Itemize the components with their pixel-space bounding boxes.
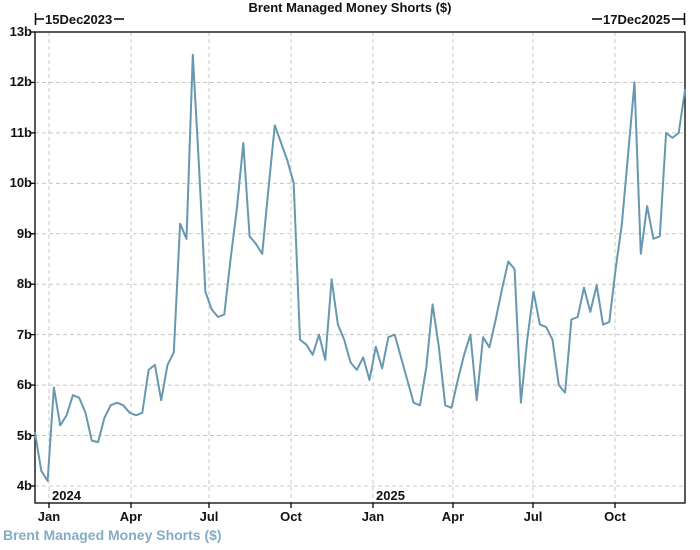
x-axis-tick-label: Oct xyxy=(280,509,302,524)
legend-label: Brent Managed Money Shorts ($) xyxy=(3,527,222,543)
x-axis-tick-label: Jul xyxy=(199,509,219,524)
end-date-label: 17Dec2025 xyxy=(603,12,671,27)
y-axis-tick-label: 11b xyxy=(10,124,32,140)
price-line xyxy=(34,53,686,482)
chart-title: Brent Managed Money Shorts ($) xyxy=(248,0,452,15)
x-axis-tick-label: Oct xyxy=(604,509,626,524)
y-axis-tick-label: 9b xyxy=(16,225,32,241)
year-label: 2024 xyxy=(52,488,81,503)
plot-frame xyxy=(34,31,686,504)
y-axis-tick-label: 6b xyxy=(16,377,32,393)
y-axis-tick-label: 4b xyxy=(16,477,32,493)
x-axis-tick-label: Jan xyxy=(37,509,61,524)
y-axis-tick-label: 5b xyxy=(16,427,32,443)
year-label: 2025 xyxy=(376,488,405,503)
x-axis-tick-label: Jul xyxy=(523,509,543,524)
x-axis-tick-label: Apr xyxy=(119,509,143,524)
y-axis-tick-label: 10b xyxy=(9,175,32,191)
y-axis-tick-label: 13b xyxy=(9,24,32,39)
y-axis-tick-label: 12b xyxy=(9,74,32,90)
y-axis-tick-label: 7b xyxy=(16,326,32,342)
x-axis-tick-label: Jan xyxy=(361,509,385,524)
x-axis-tick-label: Apr xyxy=(441,509,465,524)
start-date-label: 15Dec2023 xyxy=(45,12,113,27)
y-axis-tick-label: 8b xyxy=(16,276,32,292)
